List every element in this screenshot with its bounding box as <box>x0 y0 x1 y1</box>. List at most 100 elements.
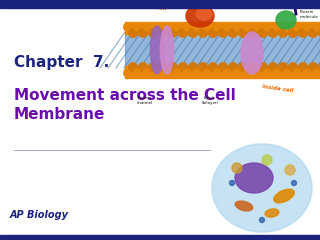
Circle shape <box>223 22 233 32</box>
Ellipse shape <box>150 26 164 74</box>
Text: Outside cell: Outside cell <box>130 3 167 11</box>
Circle shape <box>228 62 238 72</box>
Text: Lipids
(bilayer): Lipids (bilayer) <box>201 96 219 105</box>
Circle shape <box>223 68 233 78</box>
Circle shape <box>308 62 318 72</box>
Circle shape <box>243 68 253 78</box>
Circle shape <box>253 68 263 78</box>
Circle shape <box>283 68 293 78</box>
Circle shape <box>218 28 228 38</box>
Circle shape <box>258 28 268 38</box>
Circle shape <box>278 62 288 72</box>
Circle shape <box>260 217 265 222</box>
Circle shape <box>313 68 320 78</box>
Circle shape <box>213 22 223 32</box>
Circle shape <box>143 22 153 32</box>
Circle shape <box>262 155 272 165</box>
Bar <box>125 32 320 68</box>
Ellipse shape <box>160 26 174 74</box>
Bar <box>125 66 320 78</box>
Ellipse shape <box>235 201 253 211</box>
Circle shape <box>148 62 158 72</box>
Ellipse shape <box>196 8 212 20</box>
Circle shape <box>273 68 283 78</box>
Circle shape <box>208 62 218 72</box>
Circle shape <box>263 68 273 78</box>
Circle shape <box>253 22 263 32</box>
Circle shape <box>278 28 288 38</box>
Circle shape <box>163 22 173 32</box>
Circle shape <box>238 62 248 72</box>
Circle shape <box>193 22 203 32</box>
Circle shape <box>178 28 188 38</box>
Circle shape <box>268 28 278 38</box>
Circle shape <box>203 68 213 78</box>
Circle shape <box>308 28 318 38</box>
Circle shape <box>268 62 278 72</box>
Circle shape <box>285 165 295 175</box>
Circle shape <box>288 62 298 72</box>
Text: AP Biology: AP Biology <box>10 210 69 220</box>
Circle shape <box>173 22 183 32</box>
Circle shape <box>248 62 258 72</box>
Circle shape <box>188 28 198 38</box>
Circle shape <box>153 68 163 78</box>
Circle shape <box>303 68 313 78</box>
Text: Protein
channel: Protein channel <box>137 96 153 105</box>
Circle shape <box>233 22 243 32</box>
Circle shape <box>238 28 248 38</box>
Circle shape <box>263 22 273 32</box>
Circle shape <box>138 28 148 38</box>
Circle shape <box>283 22 293 32</box>
Circle shape <box>173 68 183 78</box>
Circle shape <box>198 28 208 38</box>
Circle shape <box>233 68 243 78</box>
Ellipse shape <box>274 189 294 203</box>
Circle shape <box>168 28 178 38</box>
Circle shape <box>208 28 218 38</box>
Text: Chapter  7.: Chapter 7. <box>14 55 109 70</box>
Circle shape <box>203 22 213 32</box>
Circle shape <box>153 22 163 32</box>
Circle shape <box>218 62 228 72</box>
Bar <box>125 22 320 34</box>
Text: Inside cell: Inside cell <box>262 84 294 93</box>
Circle shape <box>133 68 143 78</box>
Circle shape <box>213 68 223 78</box>
Ellipse shape <box>212 144 312 232</box>
Circle shape <box>298 28 308 38</box>
Circle shape <box>133 22 143 32</box>
Circle shape <box>178 62 188 72</box>
Circle shape <box>293 68 303 78</box>
Circle shape <box>243 22 253 32</box>
Circle shape <box>123 22 133 32</box>
Circle shape <box>318 28 320 38</box>
Circle shape <box>198 62 208 72</box>
Ellipse shape <box>241 32 263 74</box>
Circle shape <box>273 22 283 32</box>
Circle shape <box>258 62 268 72</box>
Ellipse shape <box>186 5 214 27</box>
Circle shape <box>193 68 203 78</box>
Circle shape <box>138 62 148 72</box>
Circle shape <box>313 22 320 32</box>
Circle shape <box>318 62 320 72</box>
Ellipse shape <box>265 209 279 217</box>
Circle shape <box>232 163 242 173</box>
Circle shape <box>298 62 308 72</box>
Circle shape <box>183 22 193 32</box>
Ellipse shape <box>276 11 296 29</box>
Circle shape <box>229 180 235 186</box>
Circle shape <box>123 68 133 78</box>
Circle shape <box>248 28 258 38</box>
Circle shape <box>163 68 173 78</box>
Circle shape <box>292 180 297 186</box>
Ellipse shape <box>235 163 273 193</box>
Circle shape <box>158 62 168 72</box>
Circle shape <box>128 28 138 38</box>
Circle shape <box>293 22 303 32</box>
Circle shape <box>228 28 238 38</box>
Circle shape <box>128 62 138 72</box>
Circle shape <box>168 62 178 72</box>
Circle shape <box>148 28 158 38</box>
